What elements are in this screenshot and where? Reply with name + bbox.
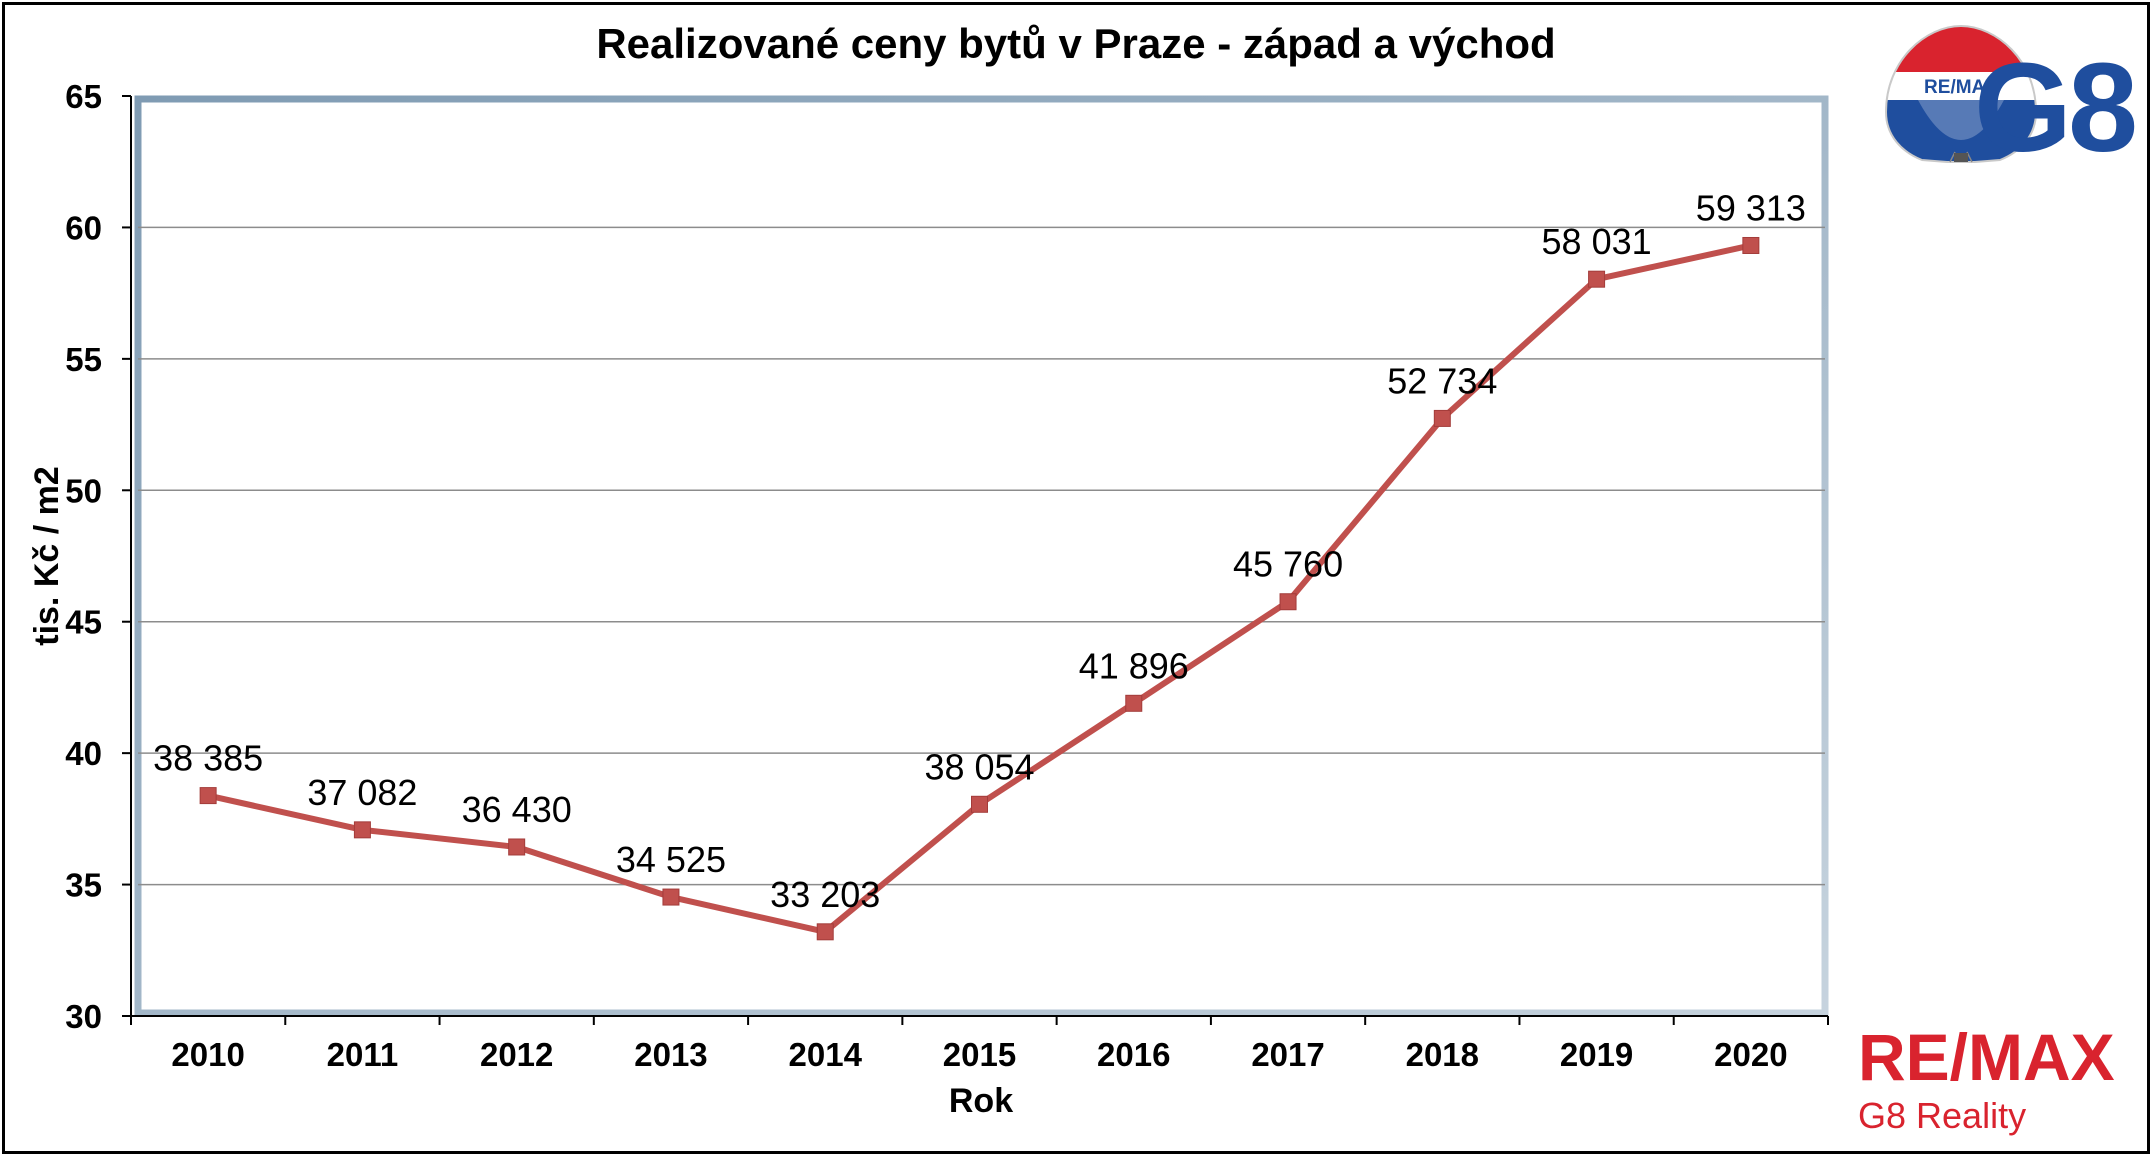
data-point-marker: [662, 888, 680, 906]
x-tick-label: 2014: [789, 1036, 863, 1073]
x-tick-label: 2011: [327, 1036, 399, 1073]
data-point-marker: [1125, 694, 1143, 712]
plot-background: [135, 96, 1828, 1016]
data-point-marker: [1279, 593, 1297, 611]
x-tick-label: 2019: [1560, 1036, 1633, 1073]
x-tick-label: 2018: [1406, 1036, 1479, 1073]
data-label: 38 385: [153, 738, 263, 779]
data-point-marker: [816, 923, 834, 941]
balloon-brand-text: RE/MAX: [1924, 77, 1998, 98]
y-tick-label: 50: [65, 472, 102, 509]
y-axis-title: tis. Kč / m2: [28, 466, 66, 646]
x-axis-title: Rok: [949, 1082, 1013, 1120]
data-markers: [199, 236, 1760, 941]
g8-logo-text: G8: [1974, 37, 2135, 178]
y-tick-label: 55: [65, 341, 102, 378]
data-label: 38 054: [924, 746, 1034, 787]
data-label: 45 760: [1233, 544, 1343, 585]
data-point-marker: [971, 795, 988, 813]
gridlines: [138, 226, 1825, 886]
x-tick-label: 2015: [943, 1036, 1016, 1073]
data-labels: 38 385 37 082 36 430 34 525 33 203 38 054 41 8…: [153, 187, 1806, 914]
x-tick-label: 2017: [1251, 1036, 1324, 1073]
y-ticks: 30 35 40 45 50 55 60 65: [65, 78, 131, 1035]
y-tick-label: 60: [65, 209, 102, 246]
x-tick-label: 2016: [1097, 1036, 1170, 1073]
data-label: 33 203: [770, 874, 880, 915]
data-point-marker: [1433, 409, 1451, 427]
x-tick-label: 2013: [634, 1036, 707, 1073]
data-point-marker: [1588, 270, 1606, 288]
data-label: 58 031: [1542, 221, 1652, 262]
data-point-marker: [508, 838, 526, 856]
data-point-marker: [1742, 236, 1760, 254]
y-tick-label: 35: [65, 867, 102, 904]
y-tick-label: 65: [65, 78, 102, 115]
x-tick-label: 2012: [480, 1036, 553, 1073]
data-label: 52 734: [1387, 360, 1497, 401]
data-point-marker: [199, 787, 217, 805]
g8-reality-text: G8 Reality: [1858, 1095, 2026, 1136]
data-point-marker: [353, 821, 371, 839]
data-label: 37 082: [307, 772, 417, 813]
x-tick-label: 2010: [171, 1036, 244, 1073]
data-label: 34 525: [616, 839, 726, 880]
chart-title: Realizované ceny bytů v Praze - západ a …: [596, 20, 1555, 67]
data-label: 41 896: [1079, 645, 1189, 686]
y-tick-label: 30: [65, 998, 102, 1035]
x-tick-label: 2020: [1714, 1036, 1787, 1073]
x-ticks: 2010 2011 2012 2013 2014 2015 2016 2017 2018 2019…: [130, 1016, 1829, 1073]
y-tick-label: 45: [65, 604, 102, 641]
y-tick-label: 40: [65, 735, 102, 772]
data-label: 36 430: [462, 789, 572, 830]
plot-frame: [134, 95, 1829, 1017]
data-label: 59 313: [1696, 187, 1806, 228]
remax-logo-text: RE/MAX: [1858, 1020, 2115, 1094]
